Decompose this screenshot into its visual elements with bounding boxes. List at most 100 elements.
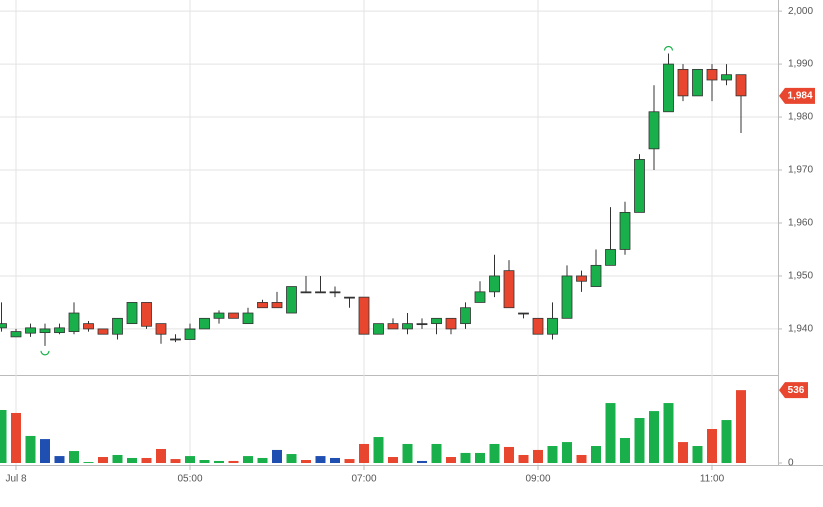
volume-bar (359, 443, 369, 463)
x-tick-label: 07:00 (351, 474, 376, 485)
candle-body (155, 323, 167, 335)
candle-body (10, 331, 22, 338)
volume-bar (214, 460, 224, 463)
candle-body (39, 328, 51, 334)
y-tick-label: 1,950 (788, 271, 813, 282)
volume-bar (504, 446, 514, 463)
volume-bar (649, 411, 659, 463)
candle-body (213, 312, 225, 319)
volume-bar (228, 460, 239, 463)
candle-body (54, 327, 65, 334)
candle-body (474, 291, 486, 303)
volume-bar (156, 448, 166, 463)
x-tick-label: 11:00 (700, 474, 725, 485)
volume-bar (446, 457, 456, 463)
candle-body (576, 275, 587, 282)
volume-bar (533, 449, 543, 463)
volume-bar (620, 437, 630, 463)
volume-bar (489, 443, 500, 463)
candle-body (445, 317, 457, 330)
candle-body (126, 302, 138, 325)
candle-body (619, 211, 631, 250)
volume-bar (663, 403, 674, 463)
volume-bar (460, 452, 471, 463)
volume-bar (98, 457, 108, 463)
volume-bar (692, 446, 703, 463)
candle-body (561, 275, 573, 319)
volume-bar (402, 443, 413, 463)
candle-body (416, 323, 428, 326)
volume-bar (199, 460, 210, 463)
volume-bar (736, 390, 746, 463)
volume-bar (605, 403, 616, 463)
candle-body (735, 74, 747, 97)
candle-body (184, 328, 196, 340)
y-tick-label: 1,990 (788, 59, 813, 70)
volume-bar (591, 446, 601, 463)
extreme-marker (663, 45, 674, 51)
volume-bar (576, 454, 587, 463)
y-tick-label: 1,970 (788, 165, 813, 176)
volume-bar (431, 443, 442, 463)
volume-bar (475, 452, 485, 463)
candle-body (373, 323, 384, 335)
candle-body (518, 312, 529, 315)
candle-body (242, 312, 254, 325)
x-tick-label: Jul 8 (5, 474, 27, 485)
candle-body (605, 249, 616, 266)
volume-bar (286, 454, 297, 463)
candle-body (329, 291, 341, 294)
volume-bar (141, 457, 152, 463)
volume-bar (388, 457, 398, 463)
volume-bar (301, 460, 311, 463)
volume-bar (344, 459, 355, 463)
volume-bar (69, 451, 79, 463)
candle-body (431, 317, 442, 325)
candle-body (648, 111, 660, 150)
volume-bar (518, 454, 529, 463)
candle-body (199, 317, 210, 330)
volume-tag (779, 382, 808, 399)
candle-body (25, 327, 36, 334)
candle-body (692, 68, 703, 97)
volume-bar (170, 459, 181, 463)
candle-body (387, 323, 399, 330)
volume-bar (83, 462, 94, 463)
volume-bar (678, 442, 688, 463)
candle-body (503, 270, 515, 309)
volume-bar (547, 446, 558, 463)
candle-body (83, 323, 94, 330)
volume-bar (112, 454, 123, 463)
candle-body (634, 159, 645, 213)
y-tick-label: 1,980 (788, 112, 813, 123)
candle-body (721, 74, 732, 81)
candle-body (532, 317, 544, 335)
price-tag-label: 1,984 (787, 91, 812, 102)
volume-bar (315, 456, 326, 463)
candle-body (286, 286, 297, 314)
candle-body (257, 302, 268, 309)
volume-bar (373, 437, 384, 463)
price-tag (779, 87, 815, 104)
candle-body (0, 323, 7, 329)
y-tick-label: 1,940 (788, 324, 813, 335)
candle-body (271, 302, 283, 309)
volume-bar (25, 435, 36, 463)
volume-bar (330, 457, 340, 463)
candle-body (344, 296, 355, 299)
x-tick-label: 09:00 (525, 474, 550, 485)
candle-body (228, 312, 239, 319)
candle-body (547, 317, 558, 335)
x-tick-label: 05:00 (177, 474, 202, 485)
volume-bar (272, 449, 282, 463)
volume-bar (721, 420, 732, 463)
volume-bar (0, 409, 7, 463)
candle-body (315, 291, 326, 294)
candle-body (677, 68, 689, 97)
y-tick-label: 1,960 (788, 218, 813, 229)
volume-bar (11, 412, 21, 463)
volume-bar (243, 456, 253, 463)
volume-tag-label: 536 (788, 385, 805, 396)
volume-bar (185, 456, 195, 463)
